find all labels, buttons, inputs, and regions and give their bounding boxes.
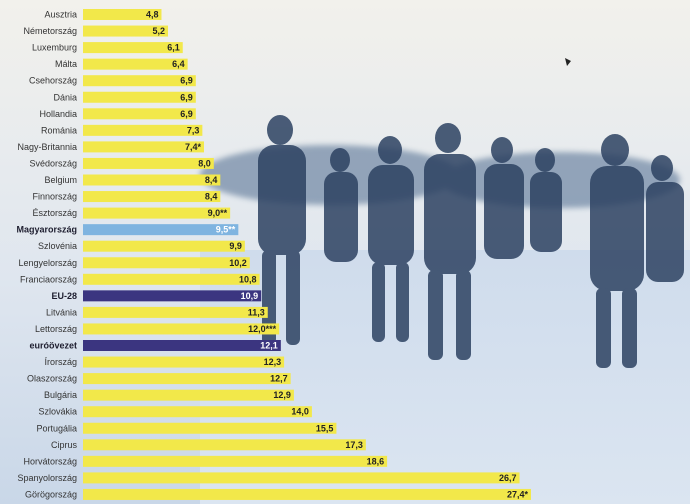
value-label-romania: 7,3 xyxy=(187,125,200,135)
category-label-franciaorszag: Franciaország xyxy=(20,274,77,284)
bar-ausztria xyxy=(83,9,162,20)
value-label-belgium: 8,4 xyxy=(205,175,218,185)
value-label-horvatorszag: 18,6 xyxy=(367,456,385,466)
category-label-szlovenia: Szlovénia xyxy=(38,241,77,251)
bar-magyarorszag xyxy=(83,224,239,236)
value-label-magyarorszag: 9,5** xyxy=(216,225,236,235)
bar-ciprus xyxy=(83,439,366,451)
category-label-hollandia: Hollandia xyxy=(39,109,77,119)
value-label-luxemburg: 6,1 xyxy=(167,43,180,53)
value-label-lettorszag: 12,0*** xyxy=(248,324,277,334)
category-label-olaszorszag: Olaszország xyxy=(27,374,77,384)
value-label-ausztria: 4,8 xyxy=(146,10,159,20)
bar-euroovezet xyxy=(83,340,281,351)
value-label-szlovenia: 9,9 xyxy=(229,241,242,251)
bar-spanyolorszag xyxy=(83,472,520,484)
bar-gorogorszag xyxy=(83,488,531,500)
value-label-malta: 6,4 xyxy=(172,59,185,69)
bar-olaszorszag xyxy=(83,373,291,385)
value-label-ciprus: 17,3 xyxy=(345,440,363,450)
category-label-nemetorszag: Németország xyxy=(23,26,77,36)
category-label-bulgaria: Bulgária xyxy=(44,390,77,400)
bar-nemetorszag xyxy=(83,25,169,37)
bar-szlovenia xyxy=(83,240,245,252)
category-label-romania: Románia xyxy=(41,125,77,135)
category-label-esztorszag: Észtország xyxy=(32,208,77,218)
category-label-irorszag: Írország xyxy=(44,357,77,367)
value-label-olaszorszag: 12,7 xyxy=(270,374,288,384)
category-label-spanyolorszag: Spanyolország xyxy=(17,473,77,483)
bar-svedorszag xyxy=(83,157,214,169)
category-label-euroovezet: euróövezet xyxy=(29,341,77,351)
value-label-hollandia: 6,9 xyxy=(180,109,193,119)
value-label-bulgaria: 12,9 xyxy=(273,390,291,400)
category-label-magyarorszag: Magyarország xyxy=(16,225,77,235)
category-label-portugalia: Portugália xyxy=(36,423,77,433)
value-label-franciaorszag: 10,8 xyxy=(239,274,257,284)
value-label-litvania: 11,3 xyxy=(248,307,265,317)
bar-lengyelorszag xyxy=(83,257,250,269)
bar-szlovakia xyxy=(83,406,312,418)
value-label-gorogorszag: 27,4* xyxy=(507,489,529,499)
value-label-esztorszag: 9,0** xyxy=(208,208,228,218)
bar-belgium xyxy=(83,174,221,186)
value-label-irorszag: 12,3 xyxy=(264,357,282,367)
category-label-ausztria: Ausztria xyxy=(44,10,77,20)
category-label-malta: Málta xyxy=(55,59,77,69)
value-label-nemetorszag: 5,2 xyxy=(153,26,166,36)
bar-bulgaria xyxy=(83,389,294,401)
value-label-eu-28: 10,9 xyxy=(241,291,259,301)
category-label-lengyelorszag: Lengyelország xyxy=(18,258,77,268)
bar-eu-28 xyxy=(83,290,262,302)
category-label-horvatorszag: Horvátország xyxy=(23,456,77,466)
value-label-dania: 6,9 xyxy=(180,92,193,102)
bar-csehorszag xyxy=(83,75,196,87)
value-label-euroovezet: 12,1 xyxy=(260,341,278,351)
bar-romania xyxy=(83,124,203,136)
bar-litvania xyxy=(83,306,268,318)
value-label-szlovakia: 14,0 xyxy=(291,407,309,417)
value-label-portugalia: 15,5 xyxy=(316,423,334,433)
category-label-szlovakia: Szlovákia xyxy=(38,407,77,417)
value-label-nagy-britannia: 7,4* xyxy=(185,142,202,152)
bar-finnorszag xyxy=(83,191,221,203)
bar-irorszag xyxy=(83,356,285,368)
category-label-finnorszag: Finnország xyxy=(32,192,77,202)
value-label-csehorszag: 6,9 xyxy=(180,76,193,86)
category-label-eu-28: EU-28 xyxy=(51,291,77,301)
bar-malta xyxy=(83,58,188,70)
category-label-lettorszag: Lettország xyxy=(35,324,77,334)
bird-icon xyxy=(565,58,571,66)
bar-nagy-britannia xyxy=(83,141,204,153)
category-label-luxemburg: Luxemburg xyxy=(32,43,77,53)
bar-portugalia xyxy=(83,422,337,434)
category-label-svedorszag: Svédország xyxy=(29,158,77,168)
bar-lettorszag xyxy=(83,323,280,335)
bar-franciaorszag xyxy=(83,273,260,285)
bar-hollandia xyxy=(83,108,196,120)
category-label-ciprus: Ciprus xyxy=(51,440,78,450)
value-label-lengyelorszag: 10,2 xyxy=(229,258,247,268)
category-label-nagy-britannia: Nagy-Britannia xyxy=(17,142,77,152)
bar-esztorszag xyxy=(83,207,231,219)
value-label-spanyolorszag: 26,7 xyxy=(499,473,517,483)
category-label-csehorszag: Csehország xyxy=(29,76,77,86)
value-label-svedorszag: 8,0 xyxy=(198,158,211,168)
bar-luxemburg xyxy=(83,42,183,54)
value-label-finnorszag: 8,4 xyxy=(205,192,218,202)
bar-dania xyxy=(83,91,196,103)
category-label-litvania: Litvánia xyxy=(46,307,77,317)
bar-horvatorszag xyxy=(83,455,388,467)
category-label-gorogorszag: Görögország xyxy=(25,489,77,499)
category-label-dania: Dánia xyxy=(53,92,77,102)
category-label-belgium: Belgium xyxy=(44,175,77,185)
